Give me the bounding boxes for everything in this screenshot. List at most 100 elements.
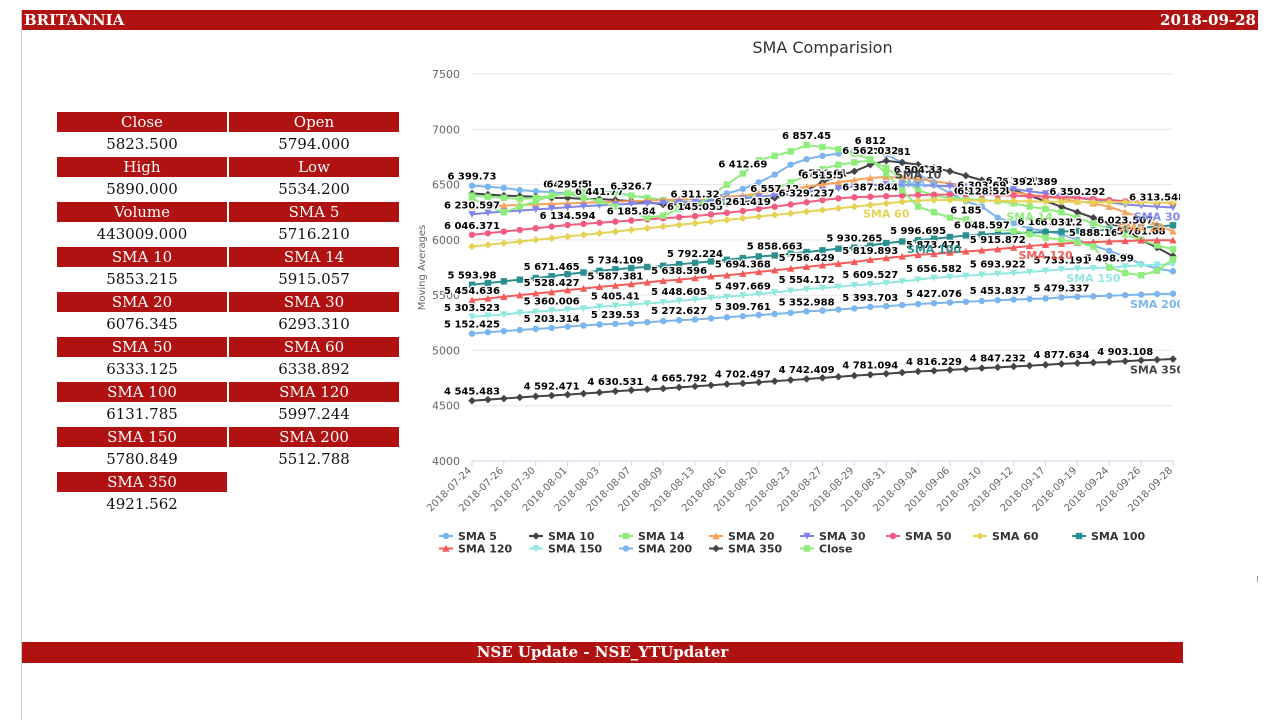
data-point-sma-50 (707, 211, 715, 218)
data-point-sma-60 (850, 202, 859, 211)
data-point-close (755, 157, 762, 164)
data-point-sma-150 (1025, 268, 1034, 276)
data-point-sma-120 (1009, 243, 1018, 251)
data-point-sma-120 (532, 289, 540, 297)
stat-label: SMA 60 (229, 337, 399, 357)
data-point-sma-200 (580, 322, 587, 329)
data-point-sma-200 (1122, 291, 1129, 299)
data-point-sma-200 (771, 310, 778, 318)
data-point-sma-20 (1137, 214, 1145, 221)
data-point-sma-120 (516, 291, 524, 299)
data-point-sma-100 (803, 248, 810, 256)
data-point-sma-150 (1009, 269, 1018, 277)
data-point-sma-200 (596, 321, 603, 328)
data-point-sma-350 (691, 382, 699, 391)
data-label: 5 858.663 (747, 241, 803, 252)
stat-label: SMA 350 (57, 472, 227, 492)
data-point-sma-350 (1153, 355, 1161, 364)
stat-label: Volume (57, 202, 227, 222)
data-point-sma-60 (707, 217, 715, 226)
data-point-sma-5 (883, 151, 890, 158)
data-point-sma-120 (1169, 236, 1177, 244)
data-point-sma-200 (835, 306, 842, 313)
legend-item: SMA 30 (819, 530, 866, 543)
data-label: 5 761.68 (1117, 226, 1166, 237)
data-point-sma-350 (659, 384, 667, 393)
data-point-sma-100 (898, 238, 906, 245)
data-point-close (819, 143, 826, 151)
data-point-sma-350 (834, 372, 843, 381)
data-point-sma-14 (1122, 231, 1129, 238)
data-point-sma-60 (914, 196, 922, 205)
data-point-sma-350 (1025, 361, 1034, 370)
data-point-sma-14 (628, 192, 635, 199)
data-point-sma-30 (547, 205, 556, 213)
data-point-sma-120 (962, 247, 970, 255)
data-point-sma-100 (755, 253, 762, 260)
legend-marker (803, 545, 811, 552)
data-label: 5 888.16 (1069, 228, 1118, 239)
series-name-label: SMA 100 (907, 243, 962, 256)
data-point-close (644, 214, 651, 221)
data-point-sma-10 (946, 167, 954, 176)
data-point-sma-200 (500, 327, 508, 335)
stat-label: SMA 100 (57, 382, 227, 402)
stats-value-row: 6076.345 6293.310 (57, 312, 399, 337)
data-label: 6 128.52 (957, 187, 1006, 198)
stats-header-row: SMA 10 SMA 14 (57, 247, 399, 267)
data-point-sma-10 (993, 180, 1002, 189)
data-point-close (548, 192, 555, 199)
page-right-mark (1257, 576, 1258, 582)
data-point-sma-150 (882, 279, 890, 287)
data-point-close (1042, 234, 1049, 241)
data-label: 6 502.804 (954, 186, 1010, 197)
data-point-sma-100 (1042, 228, 1049, 236)
data-point-sma-150 (579, 305, 588, 313)
data-point-sma-60 (1041, 197, 1050, 206)
data-point-sma-50 (468, 231, 476, 238)
data-point-sma-50 (580, 220, 587, 228)
data-point-sma-120 (611, 281, 620, 289)
data-point-sma-30 (627, 200, 636, 208)
data-point-sma-10 (930, 164, 938, 172)
data-point-sma-100 (500, 278, 508, 285)
data-point-sma-14 (883, 164, 890, 172)
data-point-sma-5 (1106, 247, 1113, 255)
data-point-sma-100 (596, 267, 603, 275)
data-point-sma-5 (787, 161, 794, 168)
legend-item: SMA 60 (992, 530, 1039, 543)
footer-bar: NSE Update - NSE_YTUpdater (22, 642, 1183, 663)
data-point-sma-5 (1122, 253, 1129, 260)
stat-value: 6338.892 (278, 360, 350, 378)
data-point-sma-5 (994, 214, 1001, 221)
data-label: 4 702.497 (715, 369, 771, 380)
y-tick-label: 4500 (432, 400, 460, 413)
data-point-sma-30 (739, 195, 747, 203)
data-point-sma-30 (978, 184, 986, 192)
data-label: 4 877.634 (1033, 350, 1089, 361)
data-point-sma-120 (500, 293, 508, 301)
data-point-sma-150 (500, 311, 508, 319)
data-label: 6 515.5 (801, 171, 843, 182)
data-label: 5 756.429 (779, 253, 835, 264)
data-point-sma-30 (707, 197, 715, 205)
data-point-sma-350 (739, 379, 747, 388)
data-label: 5 528.427 (524, 278, 580, 289)
data-point-sma-60 (1073, 198, 1082, 206)
data-point-sma-30 (962, 183, 970, 191)
data-point-sma-60 (1105, 198, 1114, 206)
data-point-sma-100 (691, 259, 699, 267)
data-point-sma-100 (548, 273, 555, 280)
data-label: 6 031.2 (1040, 218, 1082, 229)
stats-header-row: SMA 150 SMA 200 (57, 427, 399, 447)
data-point-close (516, 203, 523, 210)
data-point-sma-150 (532, 308, 540, 316)
data-point-close (867, 155, 874, 163)
data-point-sma-100 (978, 231, 986, 238)
data-point-sma-150 (1121, 263, 1129, 271)
data-point-sma-200 (532, 325, 539, 333)
data-label: 6 441.77 (575, 187, 624, 198)
data-point-sma-5 (867, 146, 874, 154)
data-point-close (1010, 227, 1017, 235)
data-point-sma-120 (627, 280, 636, 288)
